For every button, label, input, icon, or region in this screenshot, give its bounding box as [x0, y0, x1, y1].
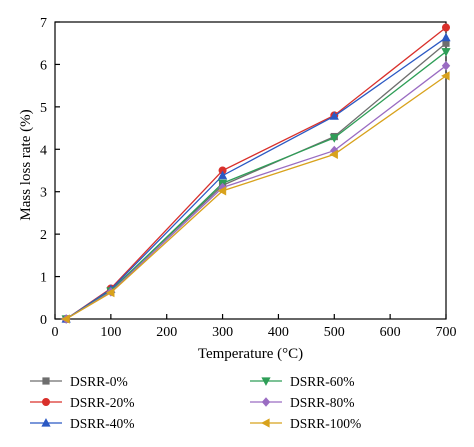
y-tick-label: 3 [40, 186, 47, 201]
axis-layer: 0 100 200 300 400 500 600 700 0 1 2 3 4 5 6 7 [40, 16, 457, 340]
legend-label: DSRR-40% [70, 416, 135, 431]
x-tick-label: 700 [436, 325, 457, 340]
y-tick-label: 5 [40, 101, 47, 116]
data-point [217, 186, 227, 196]
series-line [65, 37, 447, 320]
legend-marker [42, 377, 50, 385]
series-line [65, 75, 447, 320]
series-dsrr-40- [61, 32, 451, 323]
x-tick-label: 0 [52, 325, 59, 340]
series-line [65, 51, 447, 320]
legend-item: DSRR-0% [30, 374, 128, 389]
data-point [441, 48, 451, 57]
y-tick-label: 1 [40, 271, 47, 286]
y-tick-label: 6 [40, 58, 47, 73]
y-tick-label: 0 [40, 313, 47, 328]
y-tick-label: 4 [40, 143, 47, 158]
data-point [441, 32, 451, 42]
plot-area-border [54, 21, 447, 320]
x-tick-label: 300 [212, 325, 233, 340]
data-point [441, 60, 451, 71]
data-point [217, 170, 228, 180]
legend-item: DSRR-20% [30, 395, 135, 410]
legend-label: DSRR-0% [70, 374, 128, 389]
series-dsrr-100- [61, 71, 450, 324]
legend-item: DSRR-100% [250, 416, 361, 431]
legend-item: DSRR-60% [250, 374, 355, 389]
legend-item: DSRR-80% [250, 395, 355, 410]
y-tick-label: 7 [40, 16, 47, 31]
series-layer [61, 23, 451, 324]
y-axis-title: Mass loss rate (%) [18, 109, 34, 220]
data-point [441, 23, 450, 32]
legend-label: DSRR-60% [290, 374, 355, 389]
legend-label: DSRR-80% [290, 395, 355, 410]
x-tick-label: 200 [156, 325, 177, 340]
legend-marker [41, 418, 51, 427]
legend-label: DSRR-100% [290, 416, 361, 431]
series-line [65, 27, 447, 320]
series-dsrr-60- [61, 48, 451, 324]
data-point [441, 71, 450, 81]
legend-label: DSRR-20% [70, 395, 135, 410]
legend-marker [261, 377, 271, 386]
x-tick-label: 600 [380, 325, 401, 340]
x-tick-label: 500 [324, 325, 345, 340]
data-point [61, 314, 70, 324]
x-axis-title: Temperature (°C) [198, 346, 303, 362]
legend-marker [261, 418, 270, 428]
x-tick-label: 400 [268, 325, 289, 340]
data-point [329, 134, 339, 143]
legend-marker [261, 397, 271, 407]
legend: DSRR-0% DSRR-20% DSRR-40% DSRR-60% DSRR-80% D… [30, 374, 361, 431]
y-tick-label: 2 [40, 228, 47, 243]
data-point [105, 288, 115, 298]
data-point [329, 149, 338, 159]
x-tick-label: 100 [100, 325, 121, 340]
plot-frame [54, 21, 447, 320]
series-dsrr-20- [62, 23, 450, 323]
legend-item: DSRR-40% [30, 416, 135, 431]
data-point [329, 111, 339, 120]
legend-marker [41, 397, 50, 406]
